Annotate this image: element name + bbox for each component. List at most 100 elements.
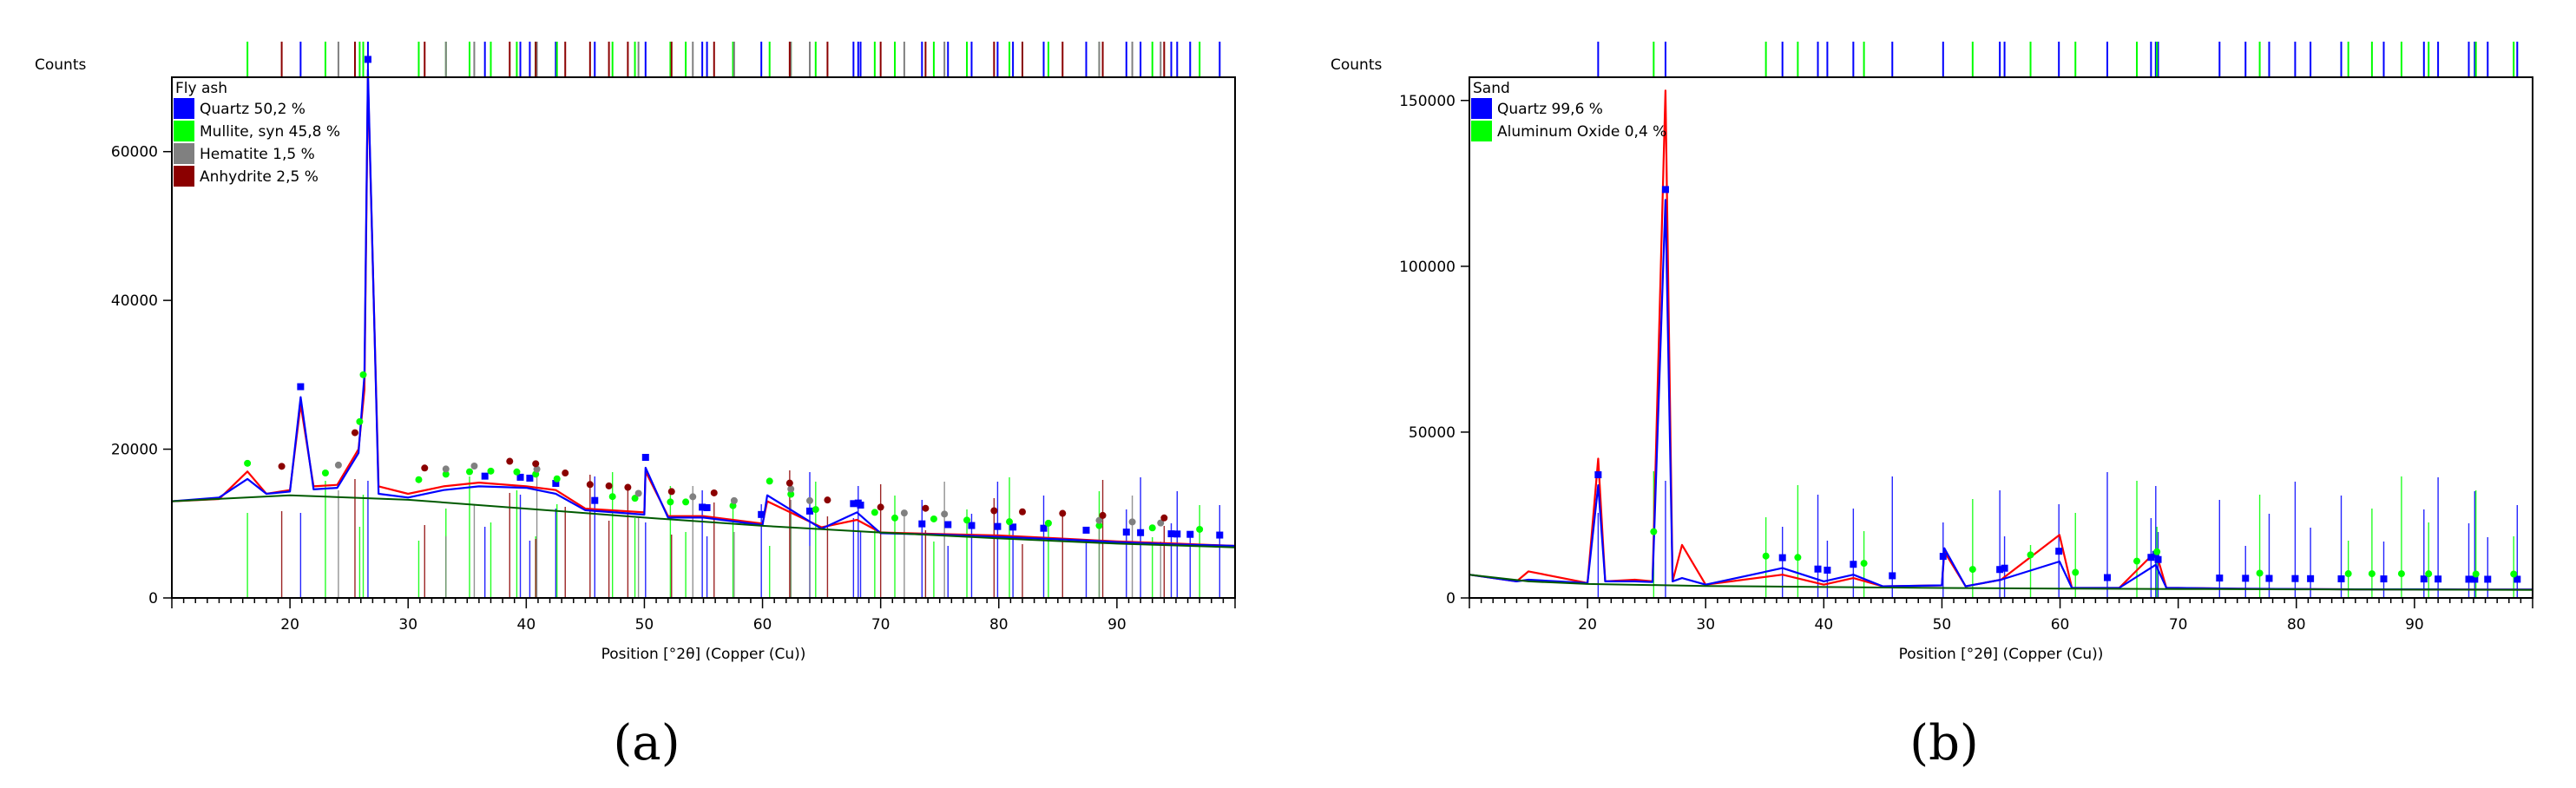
- legend-label: Anhydrite 2,5 %: [200, 168, 319, 186]
- peak-marker-quartz: [699, 503, 706, 511]
- y-tick-label: 0: [148, 590, 158, 607]
- chart-title: Sand: [1473, 80, 1510, 97]
- x-tick-label: 20: [280, 616, 299, 634]
- legend-label: Mullite, syn 45,8 %: [200, 123, 340, 141]
- legend: Sand Quartz 99,6 % Aluminum Oxide 0,4 %: [1471, 80, 1666, 141]
- y-tick-label: 60000: [111, 144, 158, 161]
- panel-label: (b): [1909, 715, 1979, 772]
- y-tick-label: 50000: [1409, 424, 1456, 442]
- peak-marker-aluminum-oxide: [2425, 570, 2433, 578]
- peak-marker-hematite: [442, 465, 450, 473]
- peak-marker-anhydrite: [562, 470, 569, 477]
- peak-marker-quartz: [526, 474, 534, 482]
- peak-marker-aluminum-oxide: [2368, 570, 2376, 578]
- series-line-red: [1469, 89, 2533, 591]
- peak-marker-hematite: [941, 510, 949, 518]
- peak-marker-aluminum-oxide: [1860, 560, 1868, 568]
- peak-marker-anhydrite: [1019, 508, 1026, 515]
- legend-swatch: [174, 121, 194, 141]
- peak-marker-hematite: [634, 489, 642, 497]
- peak-marker-mullite-syn: [1196, 525, 1204, 533]
- y-tick-label: 100000: [1399, 259, 1456, 276]
- legend-swatch: [174, 98, 194, 119]
- peak-marker-quartz: [2380, 575, 2388, 583]
- peak-marker-mullite-syn: [553, 475, 561, 483]
- peak-marker-hematite: [334, 461, 342, 469]
- peak-marker-anhydrite: [877, 503, 884, 511]
- peak-marker-quartz: [2265, 575, 2273, 582]
- peak-marker-quartz: [2001, 564, 2008, 572]
- x-tick-label: 90: [1107, 616, 1127, 634]
- peak-marker-quartz: [297, 383, 305, 391]
- legend-swatch: [1471, 121, 1492, 141]
- peak-marker-quartz: [641, 454, 649, 461]
- peak-marker-quartz: [918, 520, 926, 528]
- peak-marker-anhydrite: [785, 479, 793, 487]
- peak-marker-aluminum-oxide: [2072, 568, 2080, 576]
- plot-frame: [171, 76, 1236, 599]
- peak-marker-anhydrite: [532, 460, 540, 468]
- reference-stick-pattern: [1597, 42, 2519, 77]
- series-line-blue: [1469, 199, 2533, 591]
- y-tick-label: 150000: [1399, 93, 1456, 110]
- peak-marker-quartz: [994, 522, 1002, 530]
- peak-marker-hematite: [806, 496, 813, 504]
- peak-marker-quartz: [1594, 471, 1602, 479]
- peak-marker-mullite-syn: [667, 498, 674, 506]
- x-tick-label: 80: [989, 616, 1009, 634]
- peak-marker-anhydrite: [624, 483, 632, 491]
- x-tick-label: 60: [753, 616, 772, 634]
- peak-marker-mullite-syn: [415, 476, 423, 483]
- peak-marker-mullite-syn: [871, 509, 878, 516]
- peak-marker-anhydrite: [506, 457, 514, 465]
- peak-marker-quartz: [758, 510, 766, 518]
- x-tick-label: 50: [1933, 616, 1952, 634]
- peak-marker-quartz: [1778, 554, 1786, 561]
- peak-marker-mullite-syn: [1044, 519, 1052, 527]
- peak-marker-aluminum-oxide: [1650, 528, 1658, 535]
- x-tick-label: 40: [1815, 616, 1834, 634]
- legend-label: Hematite 1,5 %: [200, 146, 315, 163]
- peak-marker-mullite-syn: [891, 514, 898, 522]
- peak-marker-anhydrite: [1160, 514, 1168, 522]
- y-tick-label: 40000: [111, 292, 158, 310]
- peak-marker-aluminum-oxide: [1762, 552, 1770, 560]
- peak-marker-quartz: [1824, 566, 1831, 574]
- legend-swatch: [174, 166, 194, 187]
- peak-marker-hematite: [787, 485, 795, 493]
- peak-marker-quartz: [968, 522, 976, 529]
- legend-swatch: [1471, 98, 1492, 119]
- legend-swatch: [174, 143, 194, 164]
- peak-marker-quartz: [2291, 575, 2299, 582]
- x-tick-label: 30: [398, 616, 417, 634]
- peak-marker-hematite: [689, 493, 697, 501]
- reference-stick-pattern: [246, 42, 1221, 77]
- chart-title: Fly ash: [175, 80, 227, 97]
- y-tick-label: 0: [1446, 590, 1456, 607]
- peak-marker-quartz: [1889, 572, 1896, 580]
- peak-marker-anhydrite: [1099, 511, 1107, 519]
- reference-drop-lines: [246, 470, 1221, 598]
- x-tick-label: 80: [2287, 616, 2306, 634]
- x-tick-label: 20: [1578, 616, 1597, 634]
- peak-marker-hematite: [533, 465, 541, 473]
- chart-panel-b: 20 30 40 50 60 70 80 90 Position [°2θ] (Copper (…: [1331, 42, 2533, 772]
- series-line-background: [1469, 574, 2533, 591]
- peak-marker-mullite-syn: [356, 417, 364, 425]
- peak-marker-quartz: [591, 496, 599, 504]
- peak-marker-mullite-syn: [359, 371, 367, 378]
- peak-marker-quartz: [1814, 565, 1822, 573]
- x-axis-label: Position [°2θ] (Copper (Cu)): [601, 646, 806, 663]
- peak-marker-aluminum-oxide: [2153, 548, 2161, 555]
- x-tick-label: 70: [2169, 616, 2188, 634]
- peak-marker-anhydrite: [586, 481, 594, 489]
- legend-label: Quartz 99,6 %: [1497, 101, 1603, 118]
- peak-marker-anhydrite: [1059, 509, 1067, 517]
- peak-marker-hematite: [730, 496, 738, 504]
- peak-marker-quartz: [364, 56, 371, 63]
- peak-marker-quartz: [2307, 575, 2315, 582]
- x-tick-label: 40: [517, 616, 536, 634]
- peak-marker-quartz: [2216, 575, 2224, 582]
- peak-marker-quartz: [1122, 529, 1130, 536]
